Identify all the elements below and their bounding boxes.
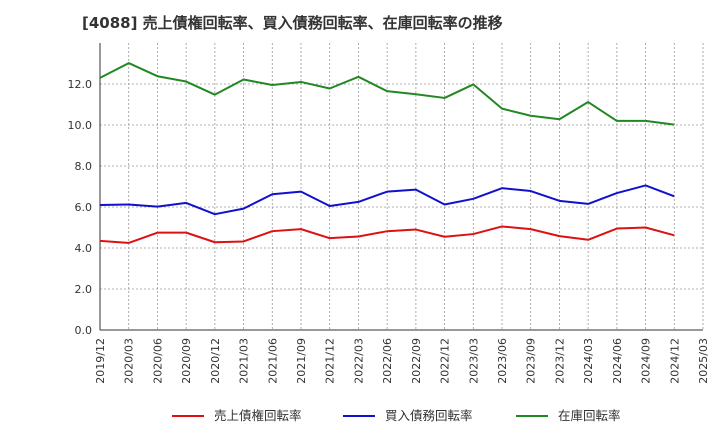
x-tick-label: 2022/12	[439, 338, 452, 384]
x-tick-label: 2020/09	[180, 338, 193, 384]
x-tick-label: 2020/12	[209, 338, 222, 384]
x-tick-label: 2020/06	[151, 338, 164, 384]
y-tick-label: 6.0	[75, 201, 93, 214]
y-tick-label: 2.0	[75, 283, 93, 296]
y-tick-label: 0.0	[75, 324, 93, 337]
grid	[99, 43, 704, 330]
x-tick-label: 2021/12	[324, 338, 337, 384]
x-tick-label: 2022/03	[352, 338, 365, 384]
legend-label: 在庫回転率	[558, 408, 621, 423]
x-tick-label: 2022/09	[410, 338, 423, 384]
x-tick-label: 2020/03	[123, 338, 136, 384]
series-line-1	[99, 184, 675, 216]
y-tick-labels: 0.0 2.0 4.0 6.0 8.0 10.0 12.0	[68, 78, 93, 337]
x-tick-label: 2023/03	[467, 338, 480, 384]
legend: 売上債権回転率 買入債務回転率 在庫回転率	[172, 408, 621, 423]
x-tick-label: 2024/12	[668, 338, 681, 384]
series-lines	[99, 62, 675, 244]
x-tick-label: 2024/06	[611, 338, 624, 384]
x-tick-label: 2023/09	[525, 338, 538, 384]
y-tick-label: 4.0	[75, 242, 93, 255]
legend-label: 買入債務回転率	[385, 408, 473, 423]
axes	[99, 43, 703, 331]
series-line-0	[99, 225, 675, 244]
x-tick-label: 2022/06	[381, 338, 394, 384]
x-tick-label: 2021/03	[238, 338, 251, 384]
x-tick-label: 2024/09	[640, 338, 653, 384]
x-tick-label: 2023/06	[496, 338, 509, 384]
y-tick-label: 12.0	[68, 78, 93, 91]
chart-title: [4088] 売上債権回転率、買入債務回転率、在庫回転率の推移	[82, 14, 503, 32]
x-tick-label: 2023/12	[553, 338, 566, 384]
x-tick-label: 2021/09	[295, 338, 308, 384]
y-tick-label: 8.0	[75, 160, 93, 173]
x-tick-label: 2019/12	[94, 338, 107, 384]
x-tick-label: 2021/06	[266, 338, 279, 384]
x-tick-label: 2024/03	[582, 338, 595, 384]
x-tick-label: 2025/03	[697, 338, 710, 384]
series-line-2	[99, 62, 675, 126]
legend-label: 売上債権回転率	[214, 408, 302, 423]
y-tick-label: 10.0	[68, 119, 93, 132]
x-tick-labels: 2019/12 2020/03 2020/06 2020/09 2020/12 2021/…	[94, 338, 710, 384]
